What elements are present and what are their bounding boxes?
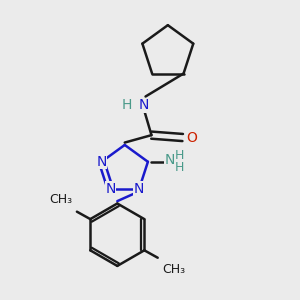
Text: N: N (105, 182, 116, 196)
Text: N: N (96, 155, 107, 169)
Text: H: H (122, 98, 132, 112)
Text: N: N (139, 98, 149, 112)
Text: H: H (175, 161, 184, 174)
Text: CH₃: CH₃ (162, 263, 185, 276)
Text: N: N (134, 182, 144, 196)
Text: CH₃: CH₃ (49, 193, 72, 206)
Text: N: N (165, 153, 175, 167)
Text: O: O (186, 130, 197, 145)
Text: H: H (175, 149, 184, 162)
